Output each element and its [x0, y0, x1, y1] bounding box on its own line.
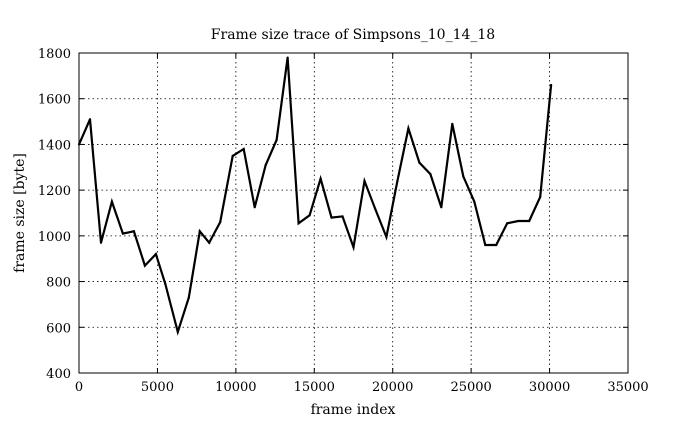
x-tick-label: 25000 — [450, 380, 491, 395]
data-point — [77, 143, 81, 146]
data-point — [407, 127, 410, 130]
x-tick-label: 15000 — [294, 380, 335, 395]
data-point — [528, 219, 531, 223]
grid — [79, 53, 628, 373]
data-point — [275, 138, 278, 141]
x-axis-tick-labels: 0 5000 10000 15000 20000 25000 30000 35000 — [75, 380, 649, 395]
y-tick-label: 800 — [46, 276, 71, 291]
data-point — [198, 230, 201, 233]
axis-ticks — [78, 52, 629, 374]
data-point — [242, 147, 245, 151]
data-point — [374, 208, 377, 211]
data-point — [341, 215, 344, 218]
data-point — [330, 216, 333, 219]
data-point — [143, 264, 146, 267]
data-point — [154, 253, 157, 256]
data-point — [462, 175, 465, 178]
data-point — [219, 221, 222, 224]
data-point — [286, 56, 289, 59]
data-point — [319, 177, 322, 180]
x-tick-label: 5000 — [141, 380, 174, 395]
data-point — [495, 243, 498, 247]
data-point — [308, 214, 311, 217]
x-tick-label: 20000 — [372, 380, 413, 395]
data-point — [517, 219, 520, 223]
plot-area — [78, 52, 629, 374]
data-point — [418, 161, 421, 164]
data-point — [164, 282, 167, 285]
data-point — [440, 206, 443, 209]
data-point — [451, 122, 454, 125]
data-point — [506, 222, 509, 225]
x-tick-label: 35000 — [607, 380, 648, 395]
data-point — [176, 330, 179, 333]
y-tick-label: 400 — [46, 367, 71, 382]
data-point — [110, 200, 114, 203]
x-axis-label: frame index — [311, 402, 396, 418]
data-point — [88, 118, 92, 121]
data-point — [121, 232, 125, 235]
data-point — [187, 296, 190, 299]
series-line — [77, 57, 553, 336]
data-point — [484, 243, 487, 247]
y-axis-label: frame size [byte] — [12, 153, 28, 273]
data-point — [550, 83, 553, 87]
data-point — [132, 230, 135, 233]
x-tick-label: 10000 — [215, 380, 256, 395]
data-point — [208, 241, 211, 244]
data-point — [352, 246, 355, 249]
data-point — [473, 200, 476, 203]
y-axis-tick-labels: 400 600 800 1000 1200 1400 1600 1800 — [38, 47, 71, 382]
data-point — [429, 173, 432, 176]
x-tick-label: 0 — [75, 380, 83, 395]
y-tick-label: 1600 — [38, 93, 71, 108]
data-points — [77, 56, 553, 333]
data-point — [253, 206, 256, 209]
y-tick-label: 1200 — [38, 184, 71, 199]
data-point — [297, 222, 300, 225]
data-point — [539, 195, 542, 199]
y-tick-label: 1800 — [38, 47, 71, 62]
data-point — [264, 163, 267, 167]
data-point — [385, 235, 388, 239]
y-tick-label: 1000 — [38, 230, 71, 245]
data-point — [363, 179, 366, 183]
x-tick-label: 30000 — [529, 380, 570, 395]
data-point — [396, 179, 399, 183]
y-tick-label: 1400 — [38, 138, 71, 153]
data-point — [231, 154, 234, 157]
chart-title: Frame size trace of Simpsons_10_14_18 — [211, 27, 495, 43]
y-tick-label: 600 — [46, 321, 71, 336]
data-point — [99, 241, 103, 244]
